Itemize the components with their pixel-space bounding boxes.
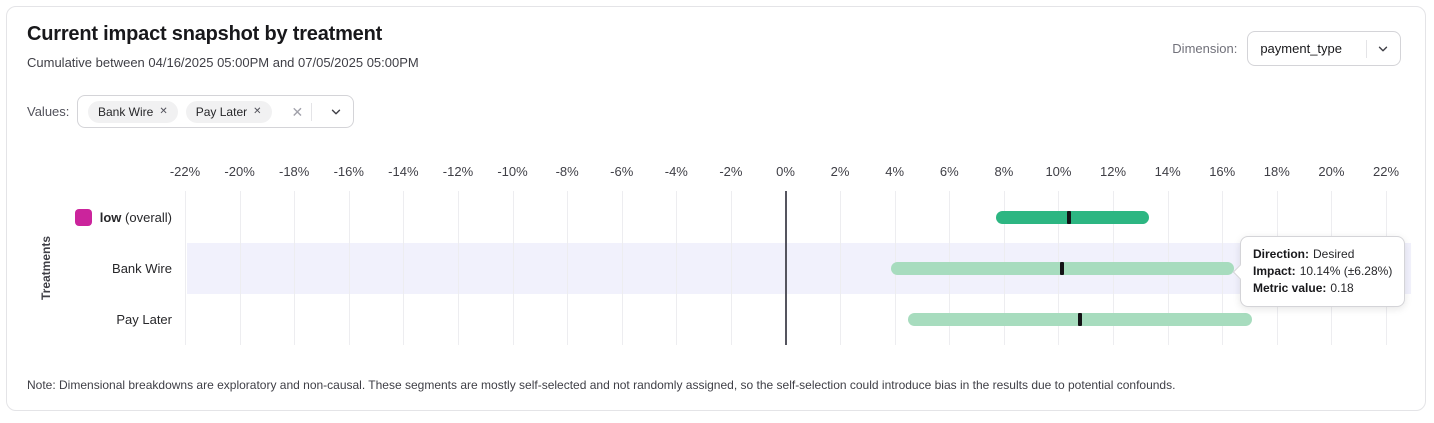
x-axis-tick-label: 6% <box>939 164 959 179</box>
x-axis-tick-label: -14% <box>388 164 419 179</box>
x-axis-tick-label: 0% <box>776 164 795 179</box>
values-label: Values: <box>27 104 70 119</box>
x-axis-tick-label: -6% <box>610 164 634 179</box>
tooltip-impact-line: Impact: 10.14% (±6.28%) <box>1253 264 1393 278</box>
x-axis-tick-label: 2% <box>830 164 850 179</box>
treatment-name: Pay Later <box>116 312 172 327</box>
x-axis-tick-label: 18% <box>1263 164 1290 179</box>
x-axis-tick-label: -8% <box>555 164 579 179</box>
x-axis-tick-label: 16% <box>1209 164 1236 179</box>
gridline <box>730 191 732 345</box>
treatment-row-label: low (overall) <box>7 192 172 243</box>
gridline <box>512 191 514 345</box>
x-axis-tick-label: 4% <box>885 164 905 179</box>
impact-tooltip: Direction: Desired Impact: 10.14% (±6.28%)… <box>1240 236 1406 307</box>
chevron-down-icon[interactable] <box>329 105 343 119</box>
dimension-label: Dimension: <box>1172 41 1238 56</box>
remove-chip-icon[interactable]: ✕ <box>159 105 168 117</box>
x-axis-tick-label: 10% <box>1045 164 1072 179</box>
x-axis-tick-label: -18% <box>278 164 310 179</box>
x-axis-tick-label: -12% <box>442 164 474 179</box>
value-chips: Bank Wire ✕ Pay Later ✕ <box>88 100 272 123</box>
x-axis-tick-label: 14% <box>1154 164 1181 179</box>
value-chip[interactable]: Bank Wire ✕ <box>88 100 178 123</box>
impact-point-marker <box>1067 211 1072 224</box>
gridline <box>403 191 405 345</box>
impact-chart: Treatments Direction: Desired Impact: 10.1… <box>7 7 1427 412</box>
value-chip[interactable]: Pay Later ✕ <box>185 100 272 123</box>
page-title: Current impact snapshot by treatment <box>27 23 383 45</box>
impact-snapshot-card: Current impact snapshot by treatment Cum… <box>6 6 1426 411</box>
treatment-name: Bank Wire <box>112 261 172 276</box>
values-multiselect[interactable]: Bank Wire ✕ Pay Later ✕ ✕ <box>77 95 355 128</box>
x-axis-tick-label: 22% <box>1372 164 1400 179</box>
x-axis-tick-label: 20% <box>1318 164 1345 179</box>
gridline <box>348 191 350 345</box>
dimension-select[interactable]: payment_type <box>1247 31 1401 66</box>
treatment-row-label: Pay Later <box>7 294 172 345</box>
dimension-selected-value: payment_type <box>1260 41 1342 56</box>
zero-axis-line <box>784 191 787 345</box>
impact-point-marker <box>1078 313 1083 326</box>
clear-values-icon[interactable]: ✕ <box>291 103 304 120</box>
gridline <box>676 191 678 345</box>
dimension-control: Dimension: payment_type <box>1172 31 1401 66</box>
tooltip-direction-line: Direction: Desired <box>1253 247 1355 261</box>
remove-chip-icon[interactable]: ✕ <box>253 105 262 117</box>
select-divider <box>311 102 313 121</box>
gridline <box>567 191 569 345</box>
treatment-row-label: Bank Wire <box>7 243 172 294</box>
footnote: Note: Dimensional breakdowns are explora… <box>27 378 1176 392</box>
x-axis-tick-label: -10% <box>497 164 528 179</box>
gridline <box>185 191 186 345</box>
gridline <box>457 191 459 345</box>
x-axis-tick-label: 8% <box>994 164 1014 179</box>
gridline <box>621 191 623 345</box>
x-axis-tick-label: -4% <box>664 164 688 179</box>
x-axis-tick-label: -20% <box>224 164 255 179</box>
gridline <box>239 191 241 345</box>
value-chip-label: Bank Wire <box>98 104 154 119</box>
date-range-subtitle: Cumulative between 04/16/2025 05:00PM an… <box>27 55 419 70</box>
impact-point-marker <box>1060 262 1065 275</box>
confidence-interval-bar[interactable] <box>995 211 1149 224</box>
x-axis-tick-label: -16% <box>333 164 364 179</box>
x-axis-tick-label: -22% <box>169 164 201 179</box>
x-axis-tick-label: -2% <box>719 164 743 179</box>
gridline <box>294 191 296 345</box>
gridline <box>840 191 842 345</box>
value-chip-label: Pay Later <box>195 104 248 119</box>
legend-swatch <box>74 209 92 226</box>
x-axis-tick-label: 12% <box>1100 164 1127 179</box>
tooltip-metric-line: Metric value: 0.18 <box>1253 281 1354 295</box>
select-divider <box>1366 39 1367 58</box>
chevron-down-icon <box>1378 46 1388 51</box>
treatment-name: low (overall) <box>99 210 172 225</box>
